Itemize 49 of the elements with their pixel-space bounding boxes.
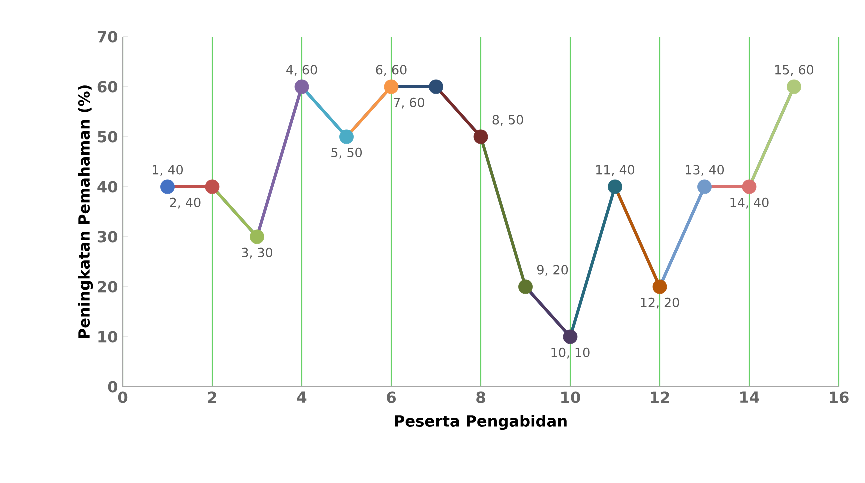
point	[205, 180, 220, 194]
x-tick-label: 6	[387, 392, 396, 404]
y-tick-label: 60	[98, 81, 118, 93]
point	[652, 280, 668, 294]
data-label: 14, 40	[730, 198, 769, 209]
point	[608, 180, 622, 194]
data-label: 11, 40	[596, 165, 635, 176]
point	[474, 130, 488, 144]
y-tick-label: 40	[98, 181, 118, 193]
data-label: 1, 40	[153, 165, 184, 176]
point	[294, 80, 310, 94]
data-label: 4, 60	[286, 65, 318, 76]
x-tick-label: 8	[476, 392, 486, 404]
data-label: 6, 60	[376, 65, 407, 76]
y-tick-label: 70	[98, 31, 118, 43]
data-label: 8, 50	[492, 115, 524, 126]
data-label: 13, 40	[686, 165, 724, 176]
point	[518, 280, 533, 294]
y-tick-label: 10	[98, 331, 118, 343]
x-tick-label: 4	[297, 392, 307, 403]
data-label: 2, 40	[170, 198, 201, 209]
x-axis-title: Peserta Pengabidan	[395, 415, 567, 430]
data-label: 9, 20	[537, 265, 568, 276]
y-tick-label: 50	[98, 131, 118, 143]
point	[742, 180, 757, 194]
point	[429, 80, 444, 94]
point	[250, 230, 264, 244]
point	[787, 80, 802, 94]
x-tick-label: 12	[651, 392, 670, 404]
x-tick-label: 0	[118, 392, 128, 404]
point	[698, 180, 712, 194]
x-tick-label: 14	[740, 392, 760, 403]
y-tick-label: 30	[98, 231, 118, 243]
x-tick-label: 16	[830, 392, 849, 404]
point	[160, 180, 175, 194]
y-axis-title: Peningkatan Pemahaman (%)	[78, 86, 94, 338]
data-label: 7, 60	[394, 98, 424, 109]
data-label: 12, 20	[641, 298, 680, 309]
data-label: 3, 30	[242, 248, 273, 259]
y-tick-label: 0	[108, 381, 118, 393]
data-label: 10, 10	[552, 348, 590, 359]
data-label: 5, 50	[332, 148, 362, 159]
x-tick-label: 2	[208, 392, 216, 404]
data-label: 15, 60	[776, 65, 814, 76]
point	[384, 80, 399, 94]
x-tick-label: 10	[562, 392, 580, 404]
point	[340, 130, 354, 144]
y-tick-label: 20	[98, 281, 118, 293]
point	[563, 330, 578, 344]
